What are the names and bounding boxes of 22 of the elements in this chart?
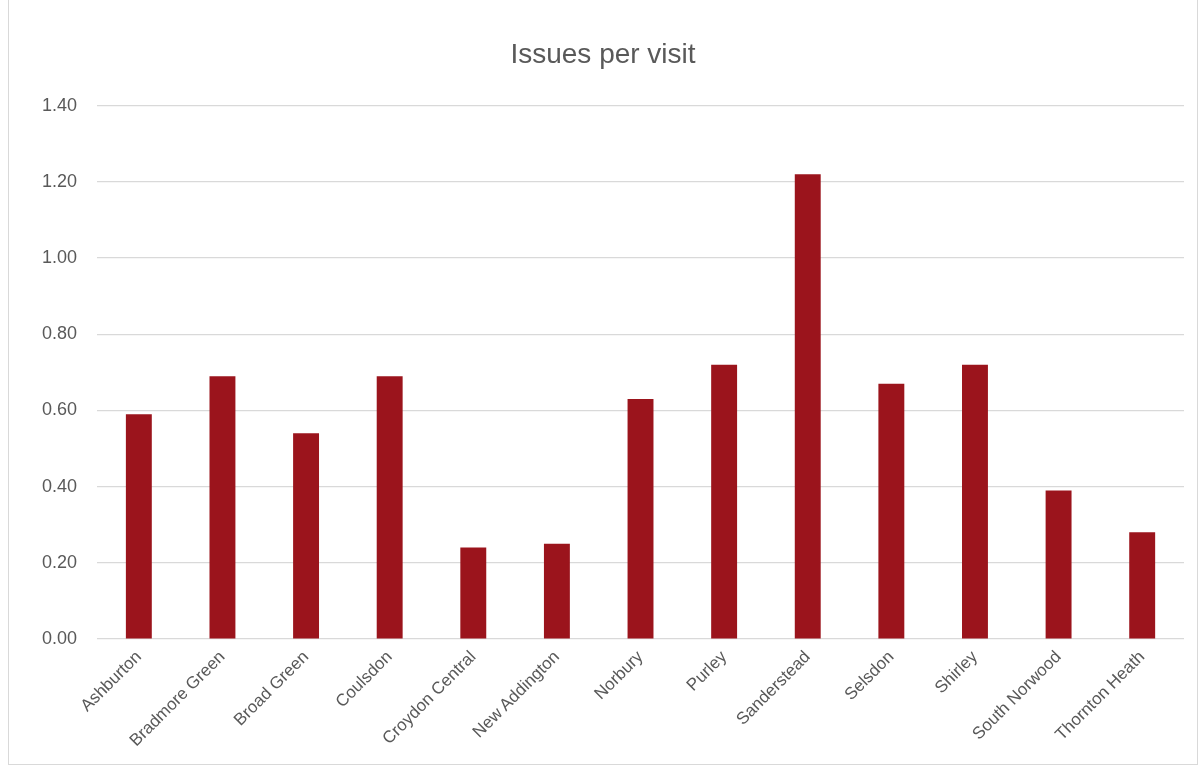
- y-tick-label: 1.00: [41, 246, 78, 267]
- y-tick-label: 0.00: [41, 628, 78, 649]
- y-tick-label: 1.40: [41, 94, 78, 115]
- y-tick-label: 1.20: [41, 170, 78, 191]
- bar: [962, 364, 988, 639]
- bar: [376, 376, 403, 639]
- chart-title: Issues per visit: [510, 37, 696, 69]
- bar: [1045, 490, 1072, 639]
- y-tick-label: 0.40: [41, 475, 78, 496]
- bar: [794, 174, 821, 639]
- bar: [460, 547, 487, 639]
- y-tick-label: 0.80: [41, 323, 78, 344]
- bar: [543, 543, 570, 639]
- y-tick-label: 0.20: [41, 551, 78, 572]
- y-tick-label: 0.60: [41, 399, 78, 420]
- bar: [1129, 532, 1156, 639]
- bar: [878, 383, 905, 639]
- bar: [293, 433, 320, 639]
- bar: [125, 414, 152, 639]
- bar: [711, 364, 738, 639]
- bar: [627, 399, 654, 639]
- bar: [209, 376, 236, 639]
